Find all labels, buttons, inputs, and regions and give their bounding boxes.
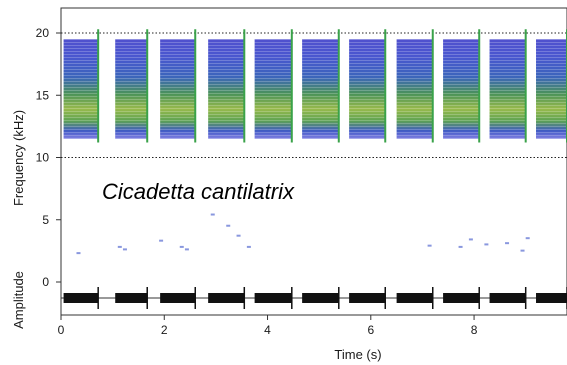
phrase-texture (254, 39, 292, 139)
noise-speck (520, 249, 525, 252)
y-tick-label: 20 (36, 26, 50, 40)
noise-speck (117, 245, 122, 248)
song-phrase (396, 29, 434, 143)
phrase-texture (302, 39, 339, 139)
noise-speck (159, 239, 164, 242)
song-phrase (160, 29, 197, 143)
phrase-texture (349, 39, 386, 139)
phrase-texture (115, 39, 148, 139)
waveform-burst (349, 293, 386, 303)
noise-speck (427, 244, 432, 247)
song-phrase (443, 29, 481, 143)
x-axis-title: Time (s) (334, 347, 381, 362)
noise-speck (210, 213, 215, 216)
song-phrase (302, 29, 340, 143)
waveform-burst (115, 293, 148, 303)
noise-speck (246, 245, 251, 248)
waveform-burst (396, 293, 433, 303)
waveform-burst (302, 293, 339, 303)
noise-speck (468, 238, 473, 241)
phrase-texture (536, 39, 567, 139)
noise-speck (122, 248, 127, 251)
phrase-texture (208, 39, 245, 139)
song-phrase (349, 29, 387, 143)
phrase-texture (489, 39, 526, 139)
waveform-burst (443, 293, 480, 303)
noise-speck (484, 243, 489, 246)
song-phrase (254, 29, 293, 143)
song-phrase (536, 29, 567, 143)
y-tick-label: 15 (36, 88, 50, 102)
y-axis-ticks: 0 5 10 15 20 (36, 26, 61, 289)
species-annotation: Cicadetta cantilatrix (102, 179, 295, 204)
waveform-burst (208, 293, 245, 303)
x-tick-label: 2 (161, 323, 168, 337)
waveform-burst (63, 293, 99, 303)
reference-lines (61, 32, 567, 158)
song-phrase (208, 29, 246, 143)
noise-speck (525, 237, 530, 240)
x-tick-label: 0 (58, 323, 65, 337)
y-tick-label: 0 (42, 275, 49, 289)
phrase-texture (396, 39, 433, 139)
noise-speck (179, 245, 184, 248)
song-phrase (115, 29, 149, 143)
song-phrase (489, 29, 527, 143)
waveform-burst (536, 293, 567, 303)
song-phrase (63, 29, 100, 143)
noise-speck (236, 234, 241, 237)
x-tick-label: 8 (471, 323, 478, 337)
phrase-texture (160, 39, 196, 139)
y-axis-title-frequency: Frequency (kHz) (11, 110, 26, 206)
background-noise (76, 213, 530, 255)
noise-speck (505, 242, 510, 245)
phrase-texture (443, 39, 480, 139)
song-phrases (63, 29, 567, 143)
waveform-burst (254, 293, 292, 303)
waveform-burst (489, 293, 526, 303)
waveform-burst (160, 293, 196, 303)
y-axis-title-amplitude: Amplitude (11, 271, 26, 329)
noise-speck (458, 245, 463, 248)
noise-speck (184, 248, 189, 251)
x-axis-ticks: 0 2 4 6 8 (58, 315, 478, 337)
x-tick-label: 4 (264, 323, 271, 337)
waveform (61, 287, 567, 309)
y-tick-label: 5 (42, 213, 49, 227)
x-tick-label: 6 (367, 323, 374, 337)
noise-speck (226, 224, 231, 227)
phrase-texture (63, 39, 99, 139)
noise-speck (76, 252, 81, 255)
y-tick-label: 10 (36, 151, 50, 165)
